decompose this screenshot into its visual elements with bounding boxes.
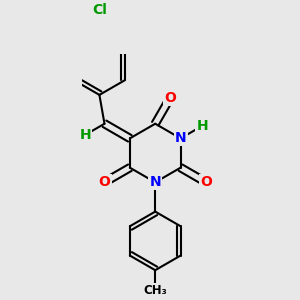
Text: O: O [164, 92, 176, 105]
Text: Cl: Cl [92, 3, 107, 17]
Text: O: O [200, 175, 212, 189]
Text: H: H [80, 128, 91, 142]
Text: O: O [99, 175, 110, 189]
Text: CH₃: CH₃ [143, 284, 167, 297]
Text: N: N [175, 131, 186, 146]
Text: H: H [196, 119, 208, 133]
Text: N: N [149, 175, 161, 189]
